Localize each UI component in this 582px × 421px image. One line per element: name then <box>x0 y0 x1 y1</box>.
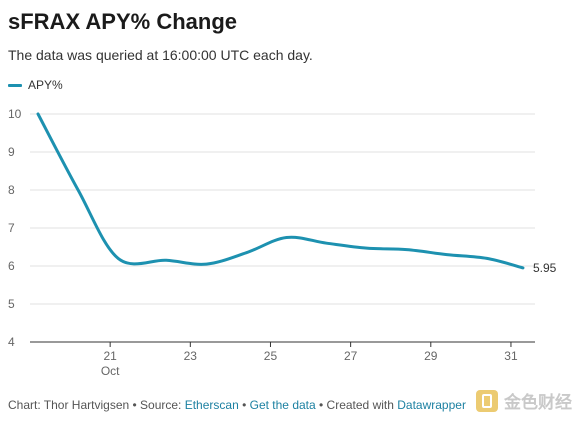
footer-prefix: Chart: Thor Hartvigsen • Source: <box>8 398 185 412</box>
legend: APY% <box>8 78 63 92</box>
x-tick-sublabel: Oct <box>101 364 120 378</box>
y-tick-label: 6 <box>8 259 15 273</box>
x-tick-label: 29 <box>424 349 438 363</box>
y-tick-label: 9 <box>8 145 15 159</box>
x-tick-label: 31 <box>504 349 518 363</box>
x-tick-label: 23 <box>184 349 198 363</box>
x-tick-label: 21 <box>103 349 117 363</box>
grid <box>30 113 535 343</box>
y-axis: 4 5 6 7 8 9 10 <box>8 107 22 349</box>
jinse-logo-icon <box>476 389 498 412</box>
y-tick-label: 5 <box>8 297 15 311</box>
y-tick-label: 10 <box>8 107 22 121</box>
x-tick-label: 27 <box>344 349 358 363</box>
legend-swatch <box>8 83 22 87</box>
chart-subtitle: The data was queried at 16:00:00 UTC eac… <box>8 47 313 63</box>
footer-separator: • <box>238 398 250 412</box>
y-tick-label: 7 <box>8 221 15 235</box>
end-value-label: 5.95 <box>533 261 557 275</box>
watermark-text: 金色财经 <box>504 393 572 412</box>
y-tick-label: 8 <box>8 183 15 197</box>
apy-series-line <box>36 112 525 270</box>
footer-created-with: • Created with <box>315 398 398 412</box>
footer-credits: Chart: Thor Hartvigsen • Source: Ethersc… <box>8 398 466 412</box>
get-data-link[interactable]: Get the data <box>249 398 316 412</box>
datawrapper-link[interactable]: Datawrapper <box>397 398 466 412</box>
source-link[interactable]: Etherscan <box>184 398 239 412</box>
watermark: 金色财经 <box>476 388 572 413</box>
series: 5.95 <box>36 112 557 275</box>
y-tick-label: 4 <box>8 335 15 349</box>
chart-title: sFRAX APY% Change <box>8 9 238 34</box>
legend-label: APY% <box>28 78 63 92</box>
x-tick-label: 25 <box>264 349 278 363</box>
